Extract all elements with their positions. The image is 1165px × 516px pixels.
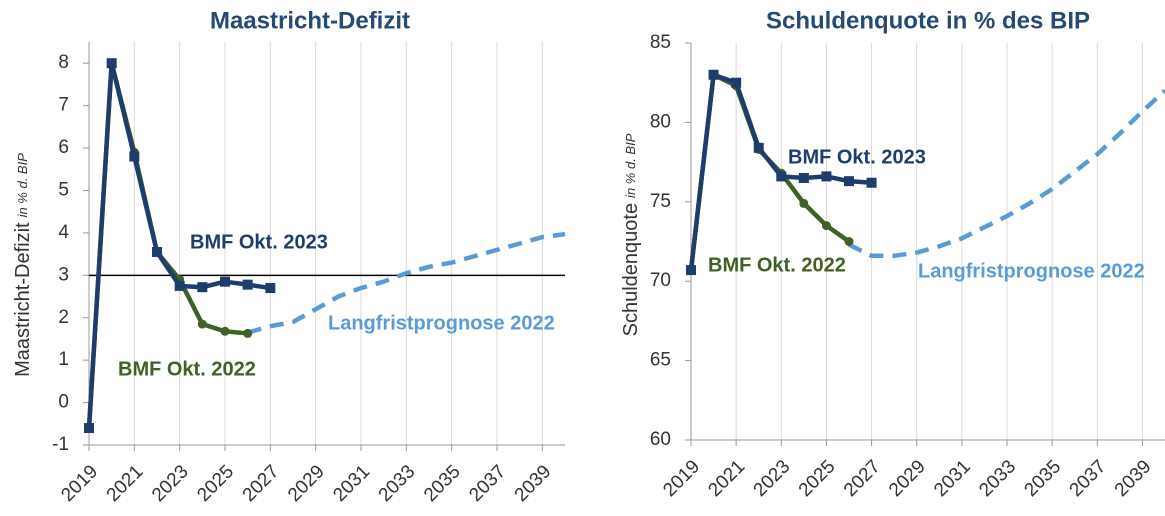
marker: [242, 279, 253, 290]
x-tick-label: 2019: [659, 456, 704, 501]
marker: [174, 280, 185, 291]
x-tick-label: 2027: [840, 456, 885, 501]
marker: [129, 151, 140, 162]
marker: [106, 58, 117, 69]
marker: [844, 237, 854, 246]
marker: [84, 423, 94, 434]
x-tick-label: 2027: [239, 461, 284, 506]
y-tick-label: 60: [650, 429, 671, 450]
y-axis-label: Schuldenquote in % d. BIP: [620, 133, 642, 336]
y-tick-label: -1: [52, 434, 69, 455]
y-tick-label: 5: [58, 179, 69, 200]
marker: [798, 172, 809, 183]
x-tick-label: 2029: [284, 461, 329, 506]
marker: [220, 326, 230, 336]
marker: [753, 142, 764, 153]
series-label: BMF Okt. 2022: [708, 254, 846, 276]
x-tick-label: 2021: [704, 456, 749, 501]
y-tick-label: 1: [58, 349, 69, 370]
x-tick-label: 2039: [511, 461, 556, 506]
x-tick-label: 2019: [57, 461, 102, 506]
y-tick-label: 3: [58, 264, 69, 285]
marker: [844, 176, 854, 187]
x-tick-label: 2031: [930, 456, 975, 501]
chart-title: Maastricht-Defizit: [210, 7, 410, 34]
y-tick-label: 80: [650, 111, 671, 132]
y-tick-label: 0: [58, 392, 69, 413]
chart-title: Schuldenquote in % des BIP: [766, 7, 1090, 34]
series-label: BMF Okt. 2023: [788, 146, 926, 168]
marker: [821, 171, 832, 182]
series-line: [848, 88, 1165, 259]
x-tick-label: 2025: [795, 456, 840, 501]
y-tick-label: 8: [58, 52, 69, 73]
y-axis-label-text: Maastricht-Defizit: [12, 222, 34, 377]
marker: [197, 282, 208, 293]
x-tick-label: 2023: [148, 461, 193, 506]
y-tick-label: 70: [650, 270, 671, 291]
y-tick-label: 4: [58, 222, 69, 243]
x-tick-label: 2029: [885, 456, 930, 501]
marker: [220, 276, 230, 287]
marker: [776, 171, 787, 182]
x-tick-label: 2033: [975, 456, 1020, 501]
x-tick-label: 2031: [329, 461, 374, 506]
x-tick-label: 2037: [1066, 456, 1111, 501]
marker: [265, 283, 276, 294]
marker: [866, 177, 877, 188]
x-tick-label: 2033: [375, 461, 420, 506]
y-tick-label: 7: [58, 95, 69, 116]
marker: [152, 246, 162, 257]
marker: [731, 77, 742, 88]
series-line: [247, 231, 566, 335]
y-axis-label-unit: in % d. BIP: [15, 153, 30, 218]
y-tick-label: 85: [650, 32, 671, 53]
x-tick-label: 2035: [420, 461, 465, 506]
series-label: BMF Okt. 2022: [118, 358, 256, 380]
marker: [243, 328, 253, 338]
marker: [686, 265, 696, 276]
x-tick-label: 2039: [1111, 456, 1156, 501]
marker: [821, 221, 831, 231]
series-label: Langfristprognose 2022: [918, 260, 1145, 282]
marker: [197, 319, 207, 329]
x-tick-label: 2025: [193, 461, 238, 506]
x-tick-label: 2035: [1020, 456, 1065, 501]
y-tick-label: 75: [650, 191, 671, 212]
x-tick-label: 2021: [103, 461, 148, 506]
y-axis-label-unit: in % d. BIP: [623, 133, 638, 198]
y-axis-label-text: Schuldenquote: [620, 203, 642, 336]
marker: [799, 198, 809, 208]
series-label: Langfristprognose 2022: [328, 312, 555, 334]
x-tick-label: 2037: [465, 461, 510, 506]
y-tick-label: 65: [650, 350, 671, 371]
y-tick-label: 2: [58, 307, 69, 328]
series-label: BMF Okt. 2023: [190, 231, 328, 253]
x-tick-label: 2023: [750, 456, 795, 501]
y-tick-label: 6: [58, 137, 69, 158]
marker: [708, 69, 719, 80]
y-axis-label: Maastricht-Defizit in % d. BIP: [12, 153, 34, 377]
